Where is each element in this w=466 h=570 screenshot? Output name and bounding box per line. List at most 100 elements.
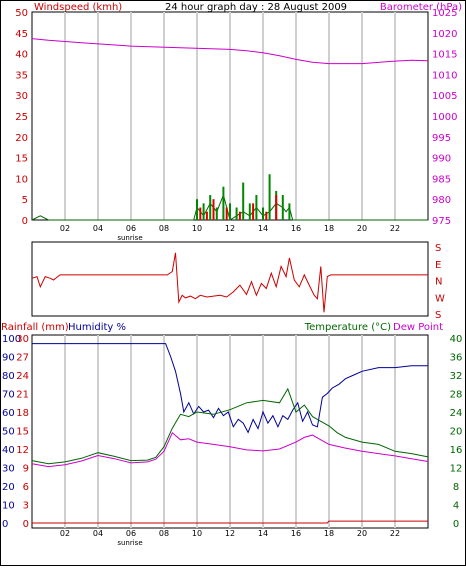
humidity-tick-label: 40 bbox=[2, 445, 15, 456]
rainfall-tick-label: 21 bbox=[16, 390, 29, 401]
temperature-tick-label: 40 bbox=[450, 334, 463, 345]
barometer-tick-label: 995 bbox=[432, 133, 451, 144]
wind-bar bbox=[238, 211, 241, 220]
barometer-tick-label: 1025 bbox=[432, 8, 457, 19]
temperature-tick-label: 24 bbox=[450, 408, 463, 419]
x-tick-label: 20 bbox=[357, 529, 367, 538]
humidity-tick-labels: 0 10 20 30 40 50 60 70 80 90 100 bbox=[2, 334, 21, 530]
temperature-tick-label: 8 bbox=[453, 482, 459, 493]
wind-barometer-grid bbox=[64, 12, 396, 220]
humidity-tick-label: 20 bbox=[2, 482, 15, 493]
wind-bar bbox=[255, 195, 258, 220]
rainfall-tick-label: 30 bbox=[16, 334, 29, 345]
x-tick-label: 16 bbox=[291, 224, 301, 233]
barometer-line bbox=[31, 38, 429, 65]
wind-bar bbox=[209, 195, 212, 220]
humidity-tick-label: 100 bbox=[2, 334, 21, 345]
wind-barometer-series bbox=[31, 38, 429, 221]
sunrise-label: sunrise bbox=[117, 234, 142, 242]
x-tick-label: 02 bbox=[60, 224, 70, 233]
windspeed-tick-labels: 0 5 10 15 20 25 30 35 40 45 50 bbox=[15, 8, 28, 227]
rainfall-tick-label: 12 bbox=[16, 445, 29, 456]
x-tick-label: 02 bbox=[60, 529, 70, 538]
wind-bar bbox=[222, 186, 225, 220]
x-tick-label: 08 bbox=[159, 224, 169, 233]
temperature-humidity-grid bbox=[64, 335, 396, 528]
rainfall-tick-label: 9 bbox=[23, 464, 29, 475]
x-tick-label: 04 bbox=[93, 224, 103, 233]
x-tick-label: 18 bbox=[324, 529, 334, 538]
barometer-tick-label: 1015 bbox=[432, 50, 457, 61]
x-tick-label: 12 bbox=[225, 529, 235, 538]
humidity-line bbox=[32, 343, 428, 434]
wind-direction-tick-label: W bbox=[435, 293, 445, 304]
barometer-tick-label: 1010 bbox=[432, 70, 457, 81]
humidity-tick-label: 60 bbox=[2, 408, 15, 419]
temperature-humidity-x-tick-labels: 02 04 06 08 10 12 14 16 18 20 22 bbox=[60, 529, 400, 538]
humidity-tick-label: 80 bbox=[2, 371, 15, 382]
windspeed-axis-label: Windspeed (kmh) bbox=[34, 2, 122, 13]
temperature-tick-label: 28 bbox=[450, 390, 463, 401]
wind-direction-line bbox=[31, 252, 428, 313]
windspeed-tick-label: 40 bbox=[15, 50, 28, 61]
windspeed-tick-label: 5 bbox=[22, 195, 28, 206]
wind-direction-tick-label: S bbox=[435, 310, 441, 321]
wind-bar bbox=[281, 195, 284, 220]
x-tick-label: 22 bbox=[390, 529, 400, 538]
x-tick-label: 04 bbox=[93, 529, 103, 538]
x-tick-label: 12 bbox=[225, 224, 235, 233]
rainfall-tick-label: 27 bbox=[16, 353, 29, 364]
barometer-tick-label: 1005 bbox=[432, 91, 457, 102]
wind-bar bbox=[225, 207, 228, 220]
humidity-tick-label: 50 bbox=[2, 427, 15, 438]
x-tick-label: 08 bbox=[159, 529, 169, 538]
temperature-tick-label: 32 bbox=[450, 371, 463, 382]
wind-bar bbox=[252, 203, 255, 220]
wind-bar bbox=[199, 207, 202, 220]
x-tick-label: 06 bbox=[126, 529, 136, 538]
wind-bar bbox=[229, 203, 231, 220]
wind-bar bbox=[262, 207, 264, 220]
wind-direction-tick-label: E bbox=[435, 260, 441, 271]
wind-bar bbox=[215, 207, 218, 220]
temperature-humidity-series bbox=[31, 343, 429, 524]
wind-barometer-x-tick-labels: 02 04 06 08 10 12 14 16 18 20 22 bbox=[60, 224, 400, 233]
rainfall-axis-label: Rainfall (mm) bbox=[1, 322, 69, 333]
chart-title: 24 hour graph day : 28 August 2009 bbox=[165, 2, 347, 13]
x-tick-label: 10 bbox=[192, 529, 202, 538]
temperature-tick-label: 20 bbox=[450, 427, 463, 438]
barometer-tick-label: 1000 bbox=[432, 112, 457, 123]
rainfall-tick-label: 3 bbox=[23, 501, 29, 512]
temperature-tick-labels: 0 4 8 12 16 20 24 28 32 36 40 bbox=[450, 334, 463, 530]
windspeed-tick-label: 45 bbox=[15, 29, 28, 40]
rainfall-tick-label: 6 bbox=[23, 482, 29, 493]
humidity-tick-label: 90 bbox=[2, 353, 15, 364]
windspeed-tick-label: 10 bbox=[15, 174, 28, 185]
wind-bar bbox=[205, 211, 208, 220]
wind-bar bbox=[202, 203, 205, 220]
barometer-tick-label: 985 bbox=[432, 174, 451, 185]
temperature-tick-label: 0 bbox=[453, 519, 459, 530]
wind-bar bbox=[242, 182, 245, 220]
windspeed-tick-label: 25 bbox=[15, 112, 28, 123]
wind-direction-tick-label: S bbox=[435, 243, 441, 254]
windspeed-tick-label: 35 bbox=[15, 70, 28, 81]
humidity-axis-label: Humidity % bbox=[68, 322, 126, 333]
windspeed-tick-label: 15 bbox=[15, 154, 28, 165]
x-tick-label: 06 bbox=[126, 224, 136, 233]
rainfall-tick-label: 15 bbox=[16, 427, 29, 438]
barometer-tick-label: 980 bbox=[432, 195, 451, 206]
rainfall-tick-label: 0 bbox=[23, 519, 29, 530]
rainfall-tick-labels: 0 3 6 9 12 15 18 21 24 27 30 bbox=[16, 334, 29, 530]
wind-bar bbox=[235, 207, 238, 220]
temperature-tick-label: 12 bbox=[450, 464, 463, 475]
wind-bar bbox=[265, 211, 268, 220]
x-tick-label: 14 bbox=[258, 224, 268, 233]
barometer-axis-label: Barometer (hPa) bbox=[380, 2, 462, 13]
x-tick-label: 16 bbox=[291, 529, 301, 538]
